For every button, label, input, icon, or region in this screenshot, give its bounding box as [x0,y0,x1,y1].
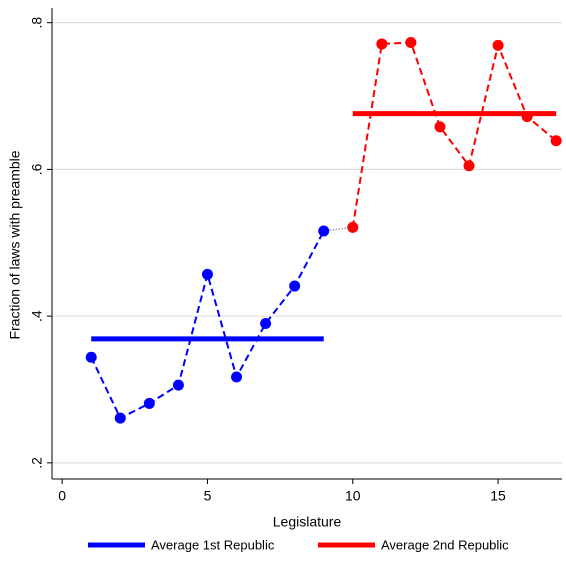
data-point [463,160,475,172]
data-point [318,225,330,237]
data-point [289,280,301,292]
data-point [201,268,213,280]
x-axis-label: Legislature [273,514,342,530]
x-tick-label: 10 [345,488,361,504]
y-tick-label: .6 [29,163,45,175]
data-point [143,397,155,409]
data-line [351,41,557,228]
x-tick-label: 5 [204,488,212,504]
y-tick-label: .4 [29,310,45,322]
x-tick-label: 15 [490,488,506,504]
legend-label: Average 2nd Republic [381,537,509,552]
data-point [492,39,504,51]
data-point [231,371,243,383]
data-point [172,379,184,391]
x-tick-label: 0 [58,488,66,504]
data-point [85,351,97,363]
data-point [260,317,272,329]
y-tick-label: .8 [29,17,45,29]
data-point [434,121,446,133]
y-tick-label: .2 [29,457,45,469]
y-axis-label: Fraction of laws with preamble [7,150,23,339]
data-point [405,36,417,48]
data-point [550,135,562,147]
data-point [376,38,388,50]
legend-label: Average 1st Republic [151,537,275,552]
data-line [90,230,325,420]
data-point [114,412,126,424]
data-point [347,221,359,233]
